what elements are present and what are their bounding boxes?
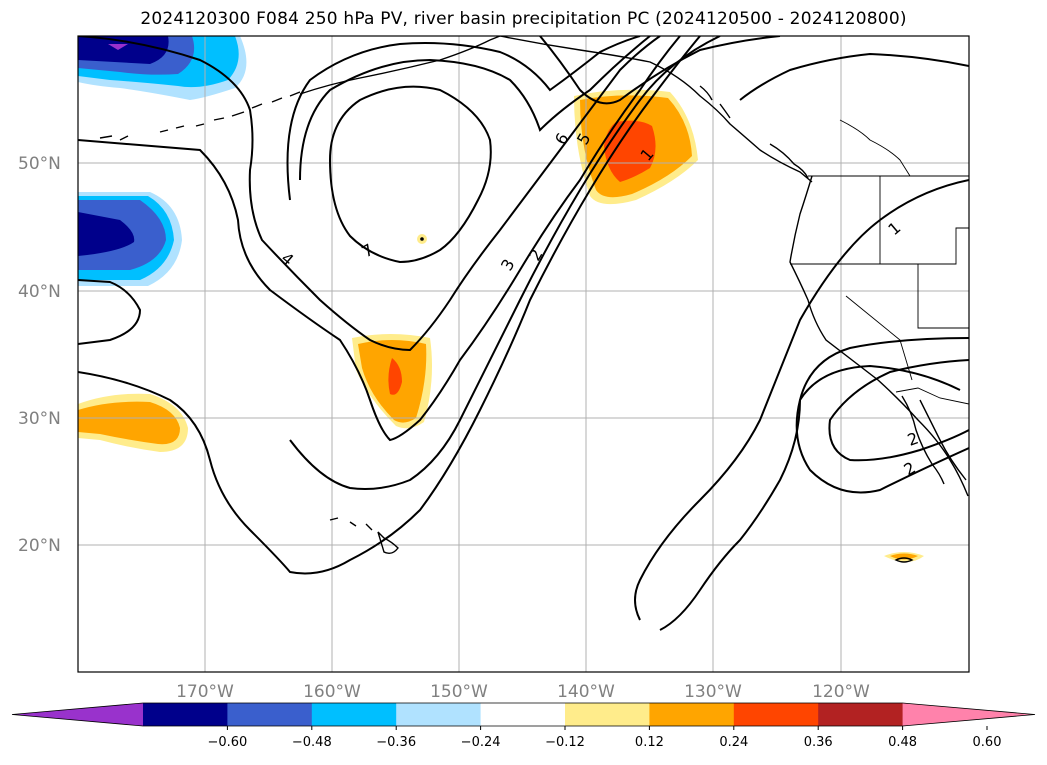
map-frame <box>77 35 970 673</box>
vancouver-island <box>769 143 809 179</box>
alaska-peninsula <box>299 36 501 95</box>
us-mexico-border <box>895 387 969 405</box>
hawaiian-islands <box>329 517 399 555</box>
colorbar-tick-label: −0.36 <box>376 735 416 750</box>
pv-contour-1-jet <box>539 36 781 105</box>
pv-contour-4 <box>78 36 661 352</box>
colorbar-extension-high <box>902 703 1035 726</box>
colorbar-segment <box>143 703 228 726</box>
contour-label: 2 <box>905 428 921 449</box>
negative-anomaly-west-core <box>78 212 135 256</box>
borders <box>790 119 969 405</box>
negative-anomaly-north-peak <box>108 44 128 50</box>
contour-label: 4 <box>277 249 297 270</box>
colorbar-tick-label: −0.60 <box>207 735 247 750</box>
colorbar-segment <box>396 703 482 726</box>
baja-california <box>901 395 945 485</box>
colorbar-tick-label: −0.24 <box>461 735 501 750</box>
gridlines <box>78 36 969 672</box>
lat-label-40n: 40°N <box>18 282 61 302</box>
lon-label-140w: 140°W <box>557 682 615 702</box>
lat-label-20n: 20°N <box>18 536 61 556</box>
map-title: 2024120300 F084 250 hPa PV, river basin … <box>140 9 907 29</box>
colorbar-segment <box>311 703 397 726</box>
positive-anomaly-central-core <box>388 358 402 395</box>
positive-anomaly-dot-inner <box>420 237 424 241</box>
pv-contour-7-loop <box>328 85 492 264</box>
contour-label: 7 <box>359 240 377 262</box>
colorbar-tick-label: 0.12 <box>635 735 664 750</box>
pv-contour-3 <box>78 36 701 575</box>
lon-label-130w: 130°W <box>684 682 742 702</box>
pv-contour-2-west <box>78 279 142 345</box>
pv-contour-5 <box>286 36 641 201</box>
pv-contours <box>78 36 969 631</box>
colorbar-segment <box>818 703 904 726</box>
map-plot-area: 7 4 3 2 6 5 1 1 2 2 <box>78 36 969 672</box>
lon-label-160w: 160°W <box>303 682 361 702</box>
us-state-borders <box>790 176 969 381</box>
pv-contour-2-inner <box>828 359 969 462</box>
colorbar-extension-low <box>12 703 143 726</box>
pv-contour-big-trough <box>78 36 681 442</box>
colorbar: −0.60 −0.48 −0.36 −0.24 −0.12 0.12 0.24 0.36 0.4… <box>11 702 1036 750</box>
colorbar-tick-label: −0.12 <box>545 735 585 750</box>
pv-contour-1-east <box>634 179 969 621</box>
haida-gwaii <box>699 85 731 119</box>
lon-label-150w: 150°W <box>430 682 488 702</box>
colorbar-tick-label: 0.60 <box>973 735 1002 750</box>
mexico-island <box>894 557 914 563</box>
lat-label-30n: 30°N <box>18 409 61 429</box>
positive-anomaly-southwest-inner <box>78 401 180 445</box>
colorbar-segment <box>733 703 819 726</box>
colorbar-segment <box>227 703 313 726</box>
aleutian-islands <box>99 91 301 141</box>
precipitation-shading <box>78 36 924 562</box>
lat-label-50n: 50°N <box>18 154 61 174</box>
pv-contour-6 <box>299 36 651 181</box>
negative-anomaly-north-core <box>78 36 169 64</box>
contour-label: 3 <box>497 256 519 274</box>
pv-contour-2-main <box>289 36 721 490</box>
colorbar-segment <box>649 703 735 726</box>
alaska-canada-border <box>839 119 911 177</box>
lon-label-120w: 120°W <box>812 682 870 702</box>
north-america-coast <box>789 175 969 497</box>
colorbar-outline <box>11 702 1036 727</box>
positive-anomaly-gulf-of-alaska-core <box>604 120 656 182</box>
contour-label: 6 <box>551 130 573 148</box>
colorbar-tick-label: 0.48 <box>888 735 917 750</box>
pv-contour-1-north <box>739 52 969 101</box>
colorbar-tick-label: −0.48 <box>292 735 332 750</box>
latitude-labels: 50°N 40°N 30°N 20°N <box>18 154 61 556</box>
colorbar-segment <box>480 703 566 726</box>
alaska-southcoast <box>499 36 813 183</box>
gulf-of-california <box>919 399 967 481</box>
lon-label-170w: 170°W <box>176 682 234 702</box>
colorbar-segment <box>565 703 650 726</box>
positive-anomaly-mexico-inner <box>890 553 918 560</box>
pv-contour-1-southeast <box>659 337 969 631</box>
coastlines <box>99 36 969 563</box>
colorbar-tick-label: 0.24 <box>719 735 748 750</box>
colorbar-tick-label: 0.36 <box>804 735 833 750</box>
contour-label: 2 <box>525 246 547 264</box>
contour-label: 1 <box>884 218 904 239</box>
contour-label: 2 <box>901 458 919 480</box>
longitude-labels: 170°W 160°W 150°W 140°W 130°W 120°W <box>176 682 870 702</box>
